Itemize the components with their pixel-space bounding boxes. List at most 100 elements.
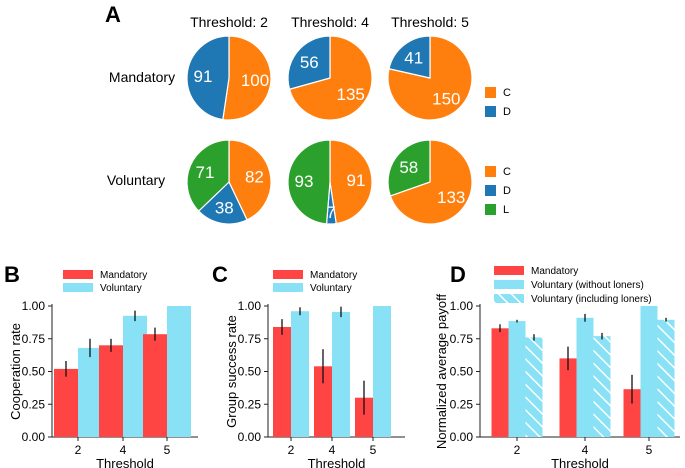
bar-hatched-threshold-2 — [525, 337, 543, 437]
pie-slice-c — [288, 35, 373, 121]
legend-swatch-mandatory — [63, 270, 93, 279]
bar-chart-normalized-payoff — [476, 304, 680, 441]
panel-letter-c: C — [212, 262, 228, 287]
panel-a: A Threshold: 2 Threshold: 4 Threshold: 5… — [105, 2, 511, 225]
pie-slice-label: 71 — [196, 163, 215, 182]
panel-letter-a: A — [105, 2, 121, 27]
legend-label-voluntary: Voluntary — [310, 283, 352, 294]
pie-slice-d — [186, 35, 230, 121]
bar-voluntary-threshold-2 — [78, 347, 102, 437]
panel-letter-b: B — [4, 262, 20, 287]
pie-row-title-mandatory: Mandatory — [109, 69, 175, 85]
legend-label-c: C — [503, 87, 511, 99]
bar-mandatory-threshold-2 — [273, 327, 291, 437]
ytick-label: 0.25 — [450, 397, 474, 411]
xtick-label: 4 — [120, 443, 127, 457]
bar-chart-group-success-rate — [264, 304, 405, 441]
pie-chart: 150 41 — [387, 35, 473, 121]
pie-slice-label: 58 — [399, 158, 418, 177]
x-axis-title: Threshold — [96, 456, 154, 468]
pie-slice-label: 150 — [432, 89, 460, 108]
legend-label-d: D — [503, 106, 511, 118]
pie-slice-label: 100 — [241, 71, 269, 90]
legend-swatch-mandatory — [273, 270, 303, 279]
ytick-label: 1.00 — [238, 299, 262, 313]
bar-voluntary-threshold-2 — [291, 311, 309, 437]
bar-mandatory-threshold-2 — [491, 328, 509, 437]
bar-mandatory-threshold-5 — [623, 389, 641, 437]
bar-mandatory-threshold-4 — [99, 345, 123, 437]
legend-swatch-voluntary-including-loners — [494, 294, 524, 303]
pie-slice-label: 91 — [347, 171, 366, 190]
ytick-label: 0.25 — [238, 397, 262, 411]
pie-chart: 100 91 — [186, 35, 272, 121]
pie-slice-label: 91 — [194, 67, 213, 86]
legend-swatch-voluntary — [63, 283, 93, 292]
pie-slice-c — [329, 139, 373, 225]
legend-label-voluntary: Voluntary — [100, 283, 142, 294]
xtick-label: 5 — [164, 443, 171, 457]
legend-label-voluntary-including-loners: Voluntary (including loners) — [531, 294, 652, 305]
pie-column-title-threshold-5: Threshold: 5 — [391, 14, 469, 30]
xtick-label: 2 — [75, 443, 82, 457]
bar-mandatory-threshold-4 — [559, 358, 577, 437]
ytick-label: 1.00 — [450, 299, 474, 313]
bar-mandatory-threshold-2 — [54, 368, 78, 437]
bar-voluntary-threshold-2 — [508, 321, 526, 437]
legend-swatch-c — [485, 166, 496, 177]
legend-label-voluntary-without-loners: Voluntary (without loners) — [531, 280, 644, 291]
bar-hatched-threshold-5 — [657, 319, 675, 437]
bar-chart-cooperation-rate — [48, 304, 198, 441]
pie-slice-label: 135 — [337, 85, 365, 104]
ytick-label: 0.00 — [450, 430, 474, 444]
legend-label-d: D — [503, 185, 511, 197]
pie-slice-label: 93 — [295, 172, 314, 191]
bar-hatched-threshold-4 — [593, 336, 611, 437]
xtick-label: 2 — [514, 443, 521, 457]
panel-letter-d: D — [450, 262, 466, 287]
bar-mandatory-threshold-5 — [355, 397, 373, 437]
pie-column-title-threshold-2: Threshold: 2 — [190, 14, 268, 30]
legend-label-l: L — [503, 204, 509, 216]
pie-slice-d — [388, 35, 431, 79]
bar-voluntary-threshold-5 — [640, 306, 658, 437]
legend-swatch-d — [485, 185, 496, 196]
ytick-label: 0.50 — [238, 365, 262, 379]
bar-voluntary-threshold-4 — [576, 317, 594, 437]
bar-voluntary-threshold-5 — [167, 306, 191, 437]
pie-slice-label: 82 — [245, 167, 264, 186]
y-axis-title: Group success rate — [224, 315, 239, 428]
y-axis-title: Cooperation rate — [8, 323, 23, 420]
bar-mandatory-threshold-5 — [143, 334, 167, 437]
pie-column-title-threshold-4: Threshold: 4 — [291, 14, 369, 30]
pie-slice-label: 133 — [437, 188, 465, 207]
x-axis-title: Threshold — [551, 456, 609, 468]
panel-d: 0.00 0.25 0.50 0.75 1.00 2 4 5 Threshold… — [434, 266, 680, 468]
pie-slice-l — [387, 139, 431, 197]
bar-voluntary-threshold-5 — [373, 306, 391, 437]
pie-chart: 135 56 — [287, 35, 373, 121]
legend-swatch-c — [485, 87, 496, 98]
legend-swatch-voluntary-without-loners — [494, 280, 524, 289]
pie-slice-label: 7 — [326, 203, 335, 222]
ytick-label: 1.00 — [22, 299, 46, 313]
xtick-label: 5 — [646, 443, 653, 457]
pie-slice-label: 56 — [300, 53, 319, 72]
ytick-label: 0.50 — [450, 365, 474, 379]
pie-slice-c — [389, 139, 473, 225]
pie-legend-voluntary: C D L — [485, 166, 511, 216]
x-axis-title: Threshold — [308, 456, 366, 468]
legend-label-c: C — [503, 166, 511, 178]
legend-swatch-mandatory — [494, 266, 524, 275]
legend-label-mandatory: Mandatory — [100, 270, 147, 281]
xtick-label: 4 — [582, 443, 589, 457]
pie-slice-l — [186, 139, 230, 212]
ytick-label: 0.25 — [22, 397, 46, 411]
pie-slice-d — [287, 35, 331, 90]
legend-swatch-voluntary — [273, 283, 303, 292]
legend-swatch-d — [485, 106, 496, 117]
pie-slice-c — [228, 139, 272, 221]
